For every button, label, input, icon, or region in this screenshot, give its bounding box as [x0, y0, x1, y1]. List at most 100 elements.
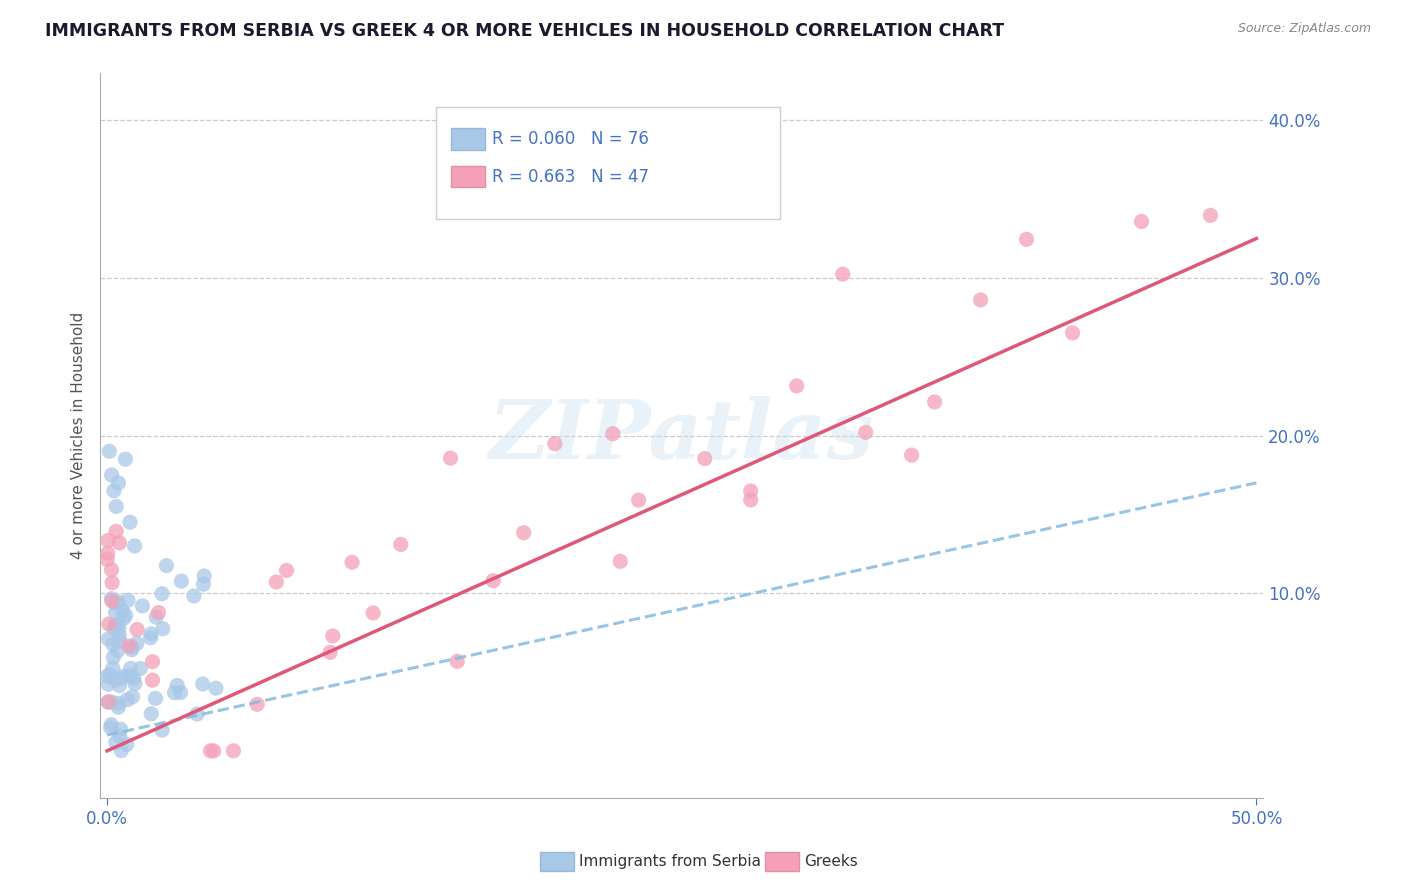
Text: IMMIGRANTS FROM SERBIA VS GREEK 4 OR MORE VEHICLES IN HOUSEHOLD CORRELATION CHAR: IMMIGRANTS FROM SERBIA VS GREEK 4 OR MOR…: [45, 22, 1004, 40]
Point: [609, 554, 631, 568]
Point: [108, 678, 131, 692]
Point: [145, 691, 167, 706]
Point: [97, 695, 120, 709]
Point: [97, 617, 120, 632]
Point: [110, 743, 132, 757]
Point: [118, 515, 141, 529]
Point: [101, 695, 124, 709]
Point: [145, 610, 167, 624]
Point: [361, 606, 384, 620]
Point: [108, 536, 131, 550]
Point: [100, 591, 122, 606]
Text: R = 0.663   N = 47: R = 0.663 N = 47: [492, 168, 650, 186]
Point: [544, 436, 567, 450]
Point: [105, 618, 128, 632]
Point: [202, 744, 225, 758]
Point: [786, 379, 808, 393]
Point: [117, 593, 139, 607]
Point: [101, 637, 124, 651]
Point: [191, 677, 214, 691]
Point: [627, 493, 650, 508]
Point: [1015, 232, 1038, 246]
Point: [104, 673, 127, 688]
Point: [96, 552, 118, 566]
Point: [322, 629, 344, 643]
Point: [200, 744, 222, 758]
Point: [121, 640, 143, 654]
Point: [114, 608, 136, 623]
Point: [115, 738, 138, 752]
Point: [112, 611, 135, 625]
Point: [141, 673, 163, 688]
Point: [98, 444, 121, 458]
Point: [122, 671, 145, 685]
Point: [110, 723, 132, 737]
Point: [97, 632, 120, 646]
Point: [120, 661, 142, 675]
Point: [152, 622, 174, 636]
Text: R = 0.060   N = 76: R = 0.060 N = 76: [492, 130, 650, 148]
Text: ZIPatlas: ZIPatlas: [489, 395, 875, 475]
Point: [969, 293, 991, 307]
Point: [740, 483, 762, 498]
Point: [105, 500, 128, 514]
Point: [163, 686, 186, 700]
Point: [117, 692, 139, 706]
Point: [103, 483, 125, 498]
Point: [108, 622, 131, 636]
Point: [482, 574, 505, 588]
Point: [139, 631, 162, 645]
Point: [124, 539, 146, 553]
Point: [740, 492, 762, 507]
Point: [193, 577, 215, 591]
Point: [112, 669, 135, 683]
Point: [693, 451, 716, 466]
Point: [98, 667, 121, 681]
Point: [183, 589, 205, 603]
Point: [111, 604, 134, 618]
Point: [103, 621, 125, 635]
Point: [193, 569, 215, 583]
Text: Source: ZipAtlas.com: Source: ZipAtlas.com: [1237, 22, 1371, 36]
Point: [131, 599, 153, 613]
Point: [1130, 214, 1153, 228]
Point: [512, 525, 534, 540]
Point: [101, 594, 124, 608]
Point: [340, 555, 363, 569]
Point: [150, 587, 173, 601]
Point: [104, 735, 127, 749]
Point: [446, 654, 468, 668]
Point: [855, 425, 877, 440]
Point: [97, 533, 120, 548]
Point: [139, 627, 162, 641]
Point: [104, 618, 127, 632]
Point: [103, 650, 125, 665]
Point: [319, 645, 342, 659]
Point: [107, 617, 129, 632]
Point: [125, 636, 148, 650]
Point: [104, 606, 127, 620]
Point: [100, 467, 122, 482]
Point: [924, 395, 946, 409]
Point: [114, 452, 136, 467]
Point: [246, 698, 269, 712]
Point: [118, 639, 141, 653]
Point: [120, 669, 142, 683]
Text: Greeks: Greeks: [804, 855, 858, 869]
Point: [104, 596, 127, 610]
Point: [97, 677, 120, 691]
Point: [127, 623, 149, 637]
Point: [97, 695, 120, 709]
Point: [222, 744, 245, 758]
Point: [266, 574, 288, 589]
Point: [100, 718, 122, 732]
Point: [389, 537, 412, 551]
Point: [169, 685, 191, 699]
Point: [150, 723, 173, 738]
Point: [124, 676, 146, 690]
Point: [166, 678, 188, 692]
Point: [439, 451, 461, 466]
Point: [276, 564, 298, 578]
Point: [1199, 208, 1222, 222]
Text: Immigrants from Serbia: Immigrants from Serbia: [579, 855, 761, 869]
